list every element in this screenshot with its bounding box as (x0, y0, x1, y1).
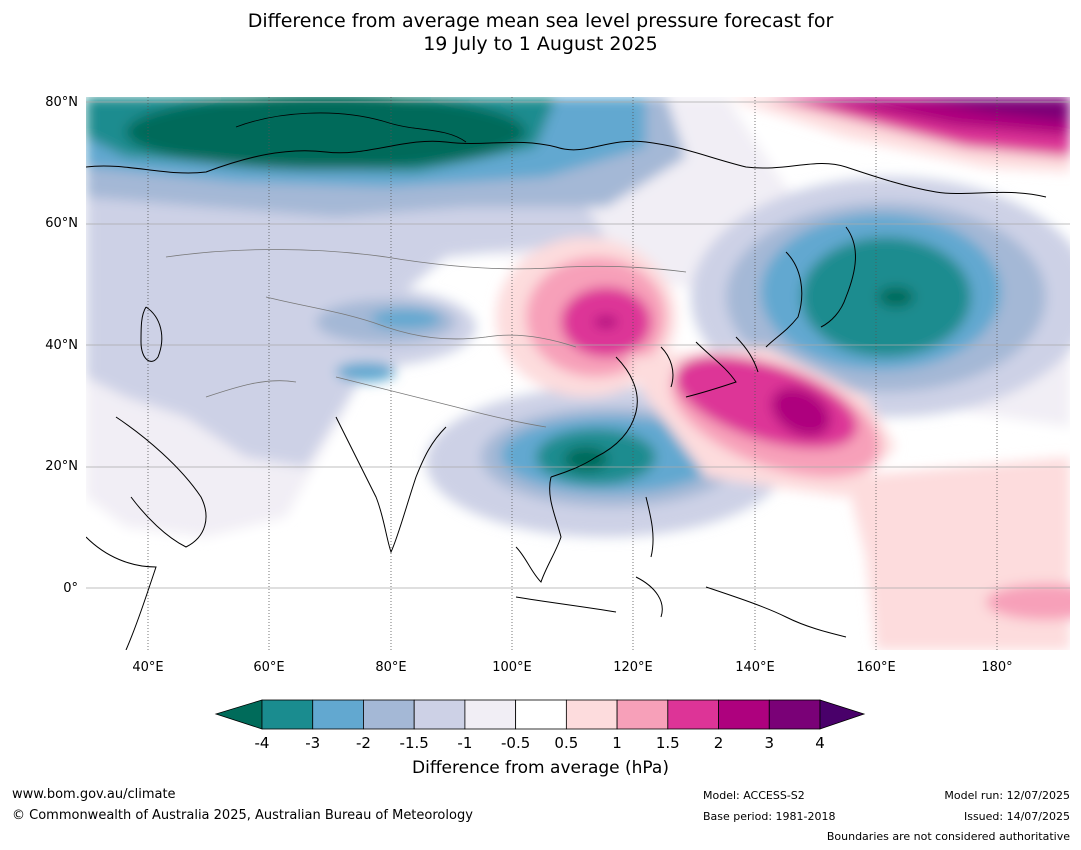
lat-label-40n: 40°N (45, 338, 78, 353)
country-borders (165, 249, 687, 428)
lon-label-120e: 120°E (613, 660, 653, 675)
anomaly-field (86, 97, 1070, 650)
colorbar-tick-label: 3 (764, 734, 775, 752)
colorbar-cell (515, 699, 567, 730)
map-title: Difference from average mean sea level p… (0, 10, 1081, 56)
colorbar-over-arrow (819, 699, 866, 730)
colorbar-tick-label: -0.5 (500, 734, 531, 752)
lon-label-180: 180° (981, 660, 1013, 675)
lon-label-60e: 60°E (253, 660, 285, 675)
colorbar-cell (464, 699, 517, 730)
pressure-anomaly-map (86, 97, 1070, 650)
title-line-1: Difference from average mean sea level p… (247, 10, 834, 32)
colorbar-cell (667, 699, 719, 730)
lon-label-100e: 100°E (492, 660, 532, 675)
colorbar-title: Difference from average (hPa) (412, 758, 669, 778)
lat-label-0: 0° (63, 581, 78, 596)
footer-model: Model: ACCESS-S2 (703, 789, 805, 802)
colorbar-cell (413, 699, 466, 730)
lat-label-80n: 80°N (45, 95, 78, 110)
lat-label-60n: 60°N (45, 216, 78, 231)
footer-model-run: Model run: 12/07/2025 (944, 789, 1070, 802)
colorbar-under-arrow (214, 699, 263, 730)
colorbar-cell (616, 699, 669, 730)
colorbar-tick-label: -4 (254, 734, 270, 752)
colorbar-tick-label: 1.5 (655, 734, 680, 752)
colorbar-cell (565, 699, 618, 730)
colorbar (214, 699, 866, 730)
colorbar-tick-label: 1 (612, 734, 622, 752)
footer-boundaries-note: Boundaries are not considered authoritat… (826, 830, 1070, 843)
longitude-gridlines (147, 97, 998, 650)
lat-label-20n: 20°N (45, 459, 78, 474)
lon-label-160e: 160°E (856, 660, 896, 675)
colorbar-tick-label: -1.5 (399, 734, 429, 752)
colorbar-tick-label: 0.5 (554, 734, 579, 752)
footer-issued: Issued: 14/07/2025 (963, 810, 1070, 823)
colorbar-cell (768, 699, 821, 730)
colorbar-tick-label: -1 (457, 734, 473, 752)
footer-base-period: Base period: 1981-2018 (703, 810, 836, 823)
colorbar-tick-label: -2 (355, 734, 371, 752)
coastlines (86, 112, 1047, 650)
colorbar-cell (261, 699, 314, 730)
colorbar-cell (718, 699, 770, 730)
footer-website[interactable]: www.bom.gov.au/climate (12, 787, 176, 802)
colorbar-cells (261, 699, 821, 730)
colorbar-cell (363, 699, 415, 730)
colorbar-tick-label: -3 (305, 734, 321, 752)
footer-copyright: © Commonwealth of Australia 2025, Austra… (12, 808, 473, 823)
lon-label-140e: 140°E (735, 660, 775, 675)
colorbar-tick-label: 4 (815, 734, 825, 752)
lon-label-80e: 80°E (375, 660, 407, 675)
title-line-2: 19 July to 1 August 2025 (423, 33, 658, 55)
colorbar-tick-label: 2 (713, 734, 724, 752)
colorbar-cell (312, 699, 364, 730)
map-svg (86, 97, 1070, 650)
lon-label-40e: 40°E (132, 660, 164, 675)
